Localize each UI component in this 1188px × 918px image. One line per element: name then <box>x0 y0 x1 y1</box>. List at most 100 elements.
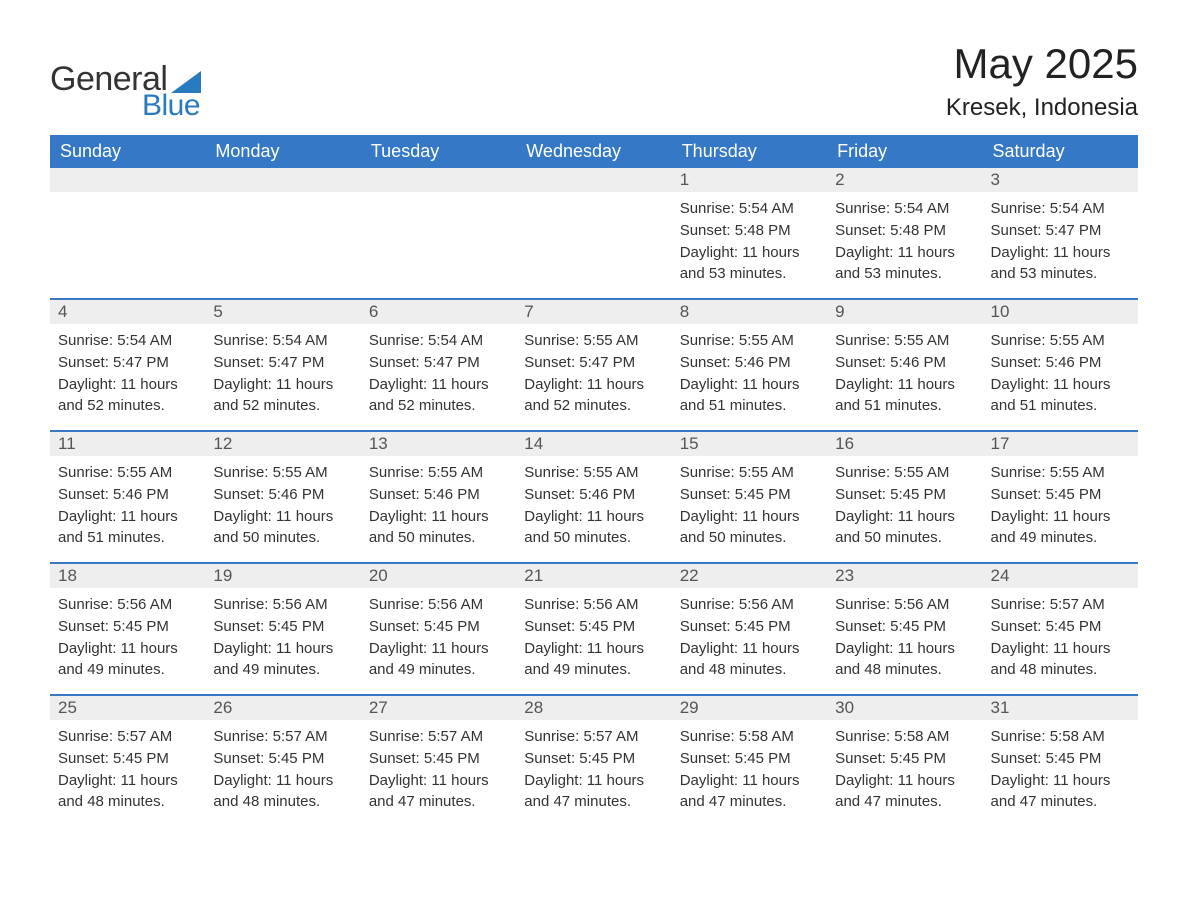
day-number: 1 <box>672 168 827 192</box>
sunset-line: Sunset: 5:45 PM <box>58 616 197 638</box>
day-cell: 19Sunrise: 5:56 AMSunset: 5:45 PMDayligh… <box>205 564 360 694</box>
day-number: . <box>516 168 671 192</box>
daylight-line: Daylight: 11 hours and 48 minutes. <box>680 638 819 682</box>
sunset-line: Sunset: 5:45 PM <box>835 616 974 638</box>
sunset-line: Sunset: 5:45 PM <box>524 616 663 638</box>
day-body: Sunrise: 5:55 AMSunset: 5:45 PMDaylight:… <box>672 456 827 559</box>
day-body: Sunrise: 5:58 AMSunset: 5:45 PMDaylight:… <box>827 720 982 823</box>
sunset-line: Sunset: 5:48 PM <box>680 220 819 242</box>
day-cell: 9Sunrise: 5:55 AMSunset: 5:46 PMDaylight… <box>827 300 982 430</box>
sunrise-line: Sunrise: 5:57 AM <box>58 726 197 748</box>
day-cell: 27Sunrise: 5:57 AMSunset: 5:45 PMDayligh… <box>361 696 516 826</box>
day-cell: 26Sunrise: 5:57 AMSunset: 5:45 PMDayligh… <box>205 696 360 826</box>
day-body: Sunrise: 5:57 AMSunset: 5:45 PMDaylight:… <box>983 588 1138 691</box>
day-number: 11 <box>50 432 205 456</box>
month-title: May 2025 <box>946 40 1138 88</box>
day-cell: 31Sunrise: 5:58 AMSunset: 5:45 PMDayligh… <box>983 696 1138 826</box>
sunrise-line: Sunrise: 5:55 AM <box>991 330 1130 352</box>
day-body: Sunrise: 5:55 AMSunset: 5:46 PMDaylight:… <box>361 456 516 559</box>
day-body: Sunrise: 5:55 AMSunset: 5:46 PMDaylight:… <box>827 324 982 427</box>
day-cell: 25Sunrise: 5:57 AMSunset: 5:45 PMDayligh… <box>50 696 205 826</box>
sunrise-line: Sunrise: 5:57 AM <box>369 726 508 748</box>
sunset-line: Sunset: 5:45 PM <box>369 616 508 638</box>
day-cell: 17Sunrise: 5:55 AMSunset: 5:45 PMDayligh… <box>983 432 1138 562</box>
sunset-line: Sunset: 5:45 PM <box>213 616 352 638</box>
sunrise-line: Sunrise: 5:55 AM <box>524 330 663 352</box>
day-body: Sunrise: 5:57 AMSunset: 5:45 PMDaylight:… <box>205 720 360 823</box>
sunrise-line: Sunrise: 5:56 AM <box>680 594 819 616</box>
day-body: Sunrise: 5:55 AMSunset: 5:46 PMDaylight:… <box>983 324 1138 427</box>
sunset-line: Sunset: 5:47 PM <box>58 352 197 374</box>
day-cell: . <box>516 168 671 298</box>
daylight-line: Daylight: 11 hours and 51 minutes. <box>58 506 197 550</box>
day-cell: 5Sunrise: 5:54 AMSunset: 5:47 PMDaylight… <box>205 300 360 430</box>
day-number: 12 <box>205 432 360 456</box>
sunrise-line: Sunrise: 5:58 AM <box>680 726 819 748</box>
day-cell: 22Sunrise: 5:56 AMSunset: 5:45 PMDayligh… <box>672 564 827 694</box>
sunrise-line: Sunrise: 5:55 AM <box>835 462 974 484</box>
day-body: Sunrise: 5:58 AMSunset: 5:45 PMDaylight:… <box>983 720 1138 823</box>
day-body: Sunrise: 5:56 AMSunset: 5:45 PMDaylight:… <box>205 588 360 691</box>
day-cell: 21Sunrise: 5:56 AMSunset: 5:45 PMDayligh… <box>516 564 671 694</box>
day-body: Sunrise: 5:56 AMSunset: 5:45 PMDaylight:… <box>672 588 827 691</box>
day-body: Sunrise: 5:54 AMSunset: 5:47 PMDaylight:… <box>361 324 516 427</box>
daylight-line: Daylight: 11 hours and 48 minutes. <box>213 770 352 814</box>
dow-cell: Wednesday <box>516 135 671 168</box>
day-number: 2 <box>827 168 982 192</box>
sunset-line: Sunset: 5:45 PM <box>991 484 1130 506</box>
daylight-line: Daylight: 11 hours and 49 minutes. <box>369 638 508 682</box>
day-cell: 23 Sunrise: 5:56 AMSunset: 5:45 PMDayligh… <box>827 564 982 694</box>
day-body <box>516 192 671 208</box>
day-cell: 30Sunrise: 5:58 AMSunset: 5:45 PMDayligh… <box>827 696 982 826</box>
day-number: 22 <box>672 564 827 588</box>
day-cell: 8Sunrise: 5:55 AMSunset: 5:46 PMDaylight… <box>672 300 827 430</box>
daylight-line: Daylight: 11 hours and 53 minutes. <box>991 242 1130 286</box>
day-number: 6 <box>361 300 516 324</box>
daylight-line: Daylight: 11 hours and 50 minutes. <box>213 506 352 550</box>
daylight-line: Daylight: 11 hours and 48 minutes. <box>835 638 974 682</box>
sunrise-line: Sunrise: 5:56 AM <box>835 594 974 616</box>
sunset-line: Sunset: 5:45 PM <box>991 616 1130 638</box>
day-number: 24 <box>983 564 1138 588</box>
day-body <box>50 192 205 208</box>
daylight-line: Daylight: 11 hours and 47 minutes. <box>835 770 974 814</box>
day-body: Sunrise: 5:55 AMSunset: 5:45 PMDaylight:… <box>983 456 1138 559</box>
day-cell: 11Sunrise: 5:55 AMSunset: 5:46 PMDayligh… <box>50 432 205 562</box>
dow-cell: Sunday <box>50 135 205 168</box>
sunset-line: Sunset: 5:46 PM <box>835 352 974 374</box>
sunset-line: Sunset: 5:45 PM <box>991 748 1130 770</box>
sunset-line: Sunset: 5:48 PM <box>835 220 974 242</box>
day-body: Sunrise: 5:54 AMSunset: 5:47 PMDaylight:… <box>983 192 1138 295</box>
day-cell: 3Sunrise: 5:54 AMSunset: 5:47 PMDaylight… <box>983 168 1138 298</box>
daylight-line: Daylight: 11 hours and 47 minutes. <box>680 770 819 814</box>
brand-logo: General Blue <box>50 60 201 123</box>
day-body: Sunrise: 5:58 AMSunset: 5:45 PMDaylight:… <box>672 720 827 823</box>
daylight-line: Daylight: 11 hours and 48 minutes. <box>58 770 197 814</box>
sunrise-line: Sunrise: 5:54 AM <box>213 330 352 352</box>
day-number: 8 <box>672 300 827 324</box>
day-body: Sunrise: 5:57 AMSunset: 5:45 PMDaylight:… <box>516 720 671 823</box>
day-body: Sunrise: 5:55 AMSunset: 5:46 PMDaylight:… <box>672 324 827 427</box>
sunrise-line: Sunrise: 5:56 AM <box>58 594 197 616</box>
sunrise-line: Sunrise: 5:56 AM <box>369 594 508 616</box>
week-row: 18Sunrise: 5:56 AMSunset: 5:45 PMDayligh… <box>50 562 1138 694</box>
day-number: 18 <box>50 564 205 588</box>
daylight-line: Daylight: 11 hours and 47 minutes. <box>369 770 508 814</box>
day-number: 13 <box>361 432 516 456</box>
sunset-line: Sunset: 5:45 PM <box>524 748 663 770</box>
sunset-line: Sunset: 5:45 PM <box>58 748 197 770</box>
sunset-line: Sunset: 5:46 PM <box>58 484 197 506</box>
dow-cell: Monday <box>205 135 360 168</box>
daylight-line: Daylight: 11 hours and 53 minutes. <box>835 242 974 286</box>
day-number: 3 <box>983 168 1138 192</box>
daylight-line: Daylight: 11 hours and 50 minutes. <box>680 506 819 550</box>
day-number: 10 <box>983 300 1138 324</box>
day-cell: . <box>50 168 205 298</box>
day-number: 23 <box>827 564 982 588</box>
daylight-line: Daylight: 11 hours and 50 minutes. <box>835 506 974 550</box>
sunset-line: Sunset: 5:45 PM <box>369 748 508 770</box>
daylight-line: Daylight: 11 hours and 47 minutes. <box>991 770 1130 814</box>
daylight-line: Daylight: 11 hours and 52 minutes. <box>369 374 508 418</box>
day-number: 14 <box>516 432 671 456</box>
day-cell: 16Sunrise: 5:55 AMSunset: 5:45 PMDayligh… <box>827 432 982 562</box>
